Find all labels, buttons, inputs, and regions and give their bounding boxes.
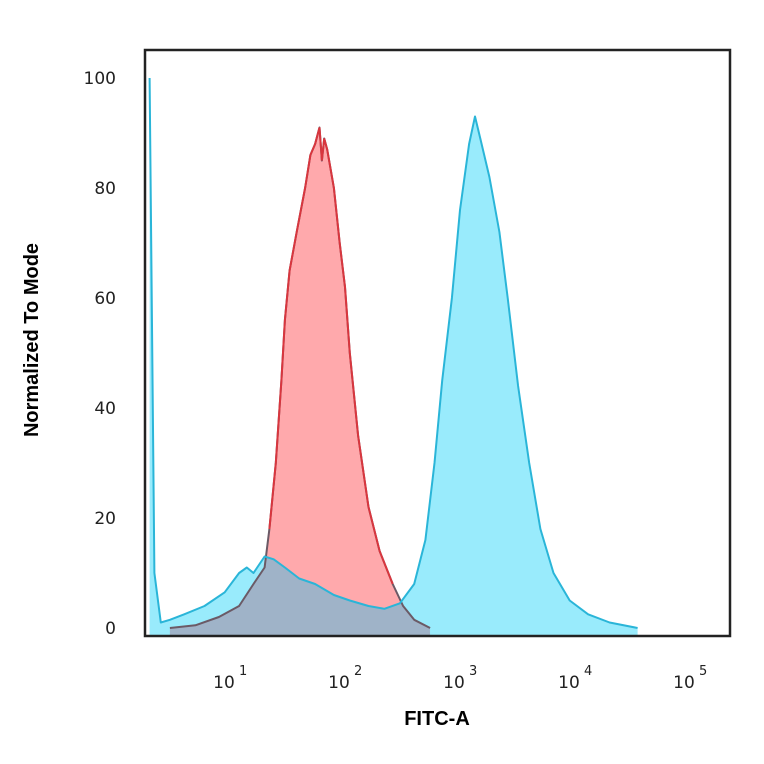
y-tick-label: 40	[94, 399, 116, 419]
x-tick-exponent: 1	[239, 664, 247, 679]
x-tick-label: 10	[328, 673, 350, 693]
y-tick-label: 100	[84, 69, 116, 89]
series-line-1	[148, 77, 638, 629]
y-axis-title: Normalized To Mode	[21, 243, 43, 437]
x-axis-title: FITC-A	[404, 708, 470, 730]
plot-area	[148, 77, 638, 636]
y-tick-label: 60	[94, 289, 116, 309]
x-tick-label: 10	[443, 673, 465, 693]
series-area-1	[149, 78, 638, 636]
x-tick-exponent: 2	[354, 664, 362, 679]
x-tick-label: 10	[673, 673, 695, 693]
series-line-red-top	[268, 127, 394, 585]
plot-frame	[143, 48, 732, 638]
x-tick-exponent: 5	[699, 664, 707, 679]
y-tick-label: 0	[105, 619, 116, 639]
x-tick-label: 10	[558, 673, 580, 693]
x-axis-ticks: 10 1 10 2 10 3 10 4 10 5	[213, 664, 707, 693]
y-tick-label: 20	[94, 509, 116, 529]
series-area-0	[169, 127, 431, 636]
y-tick-label: 80	[94, 179, 116, 199]
y-axis-ticks: 0 20 40 60 80 100	[84, 69, 116, 639]
x-tick-exponent: 4	[584, 664, 592, 679]
x-tick-exponent: 3	[469, 664, 477, 679]
overlap-area	[169, 557, 431, 636]
x-tick-label: 10	[213, 673, 235, 693]
